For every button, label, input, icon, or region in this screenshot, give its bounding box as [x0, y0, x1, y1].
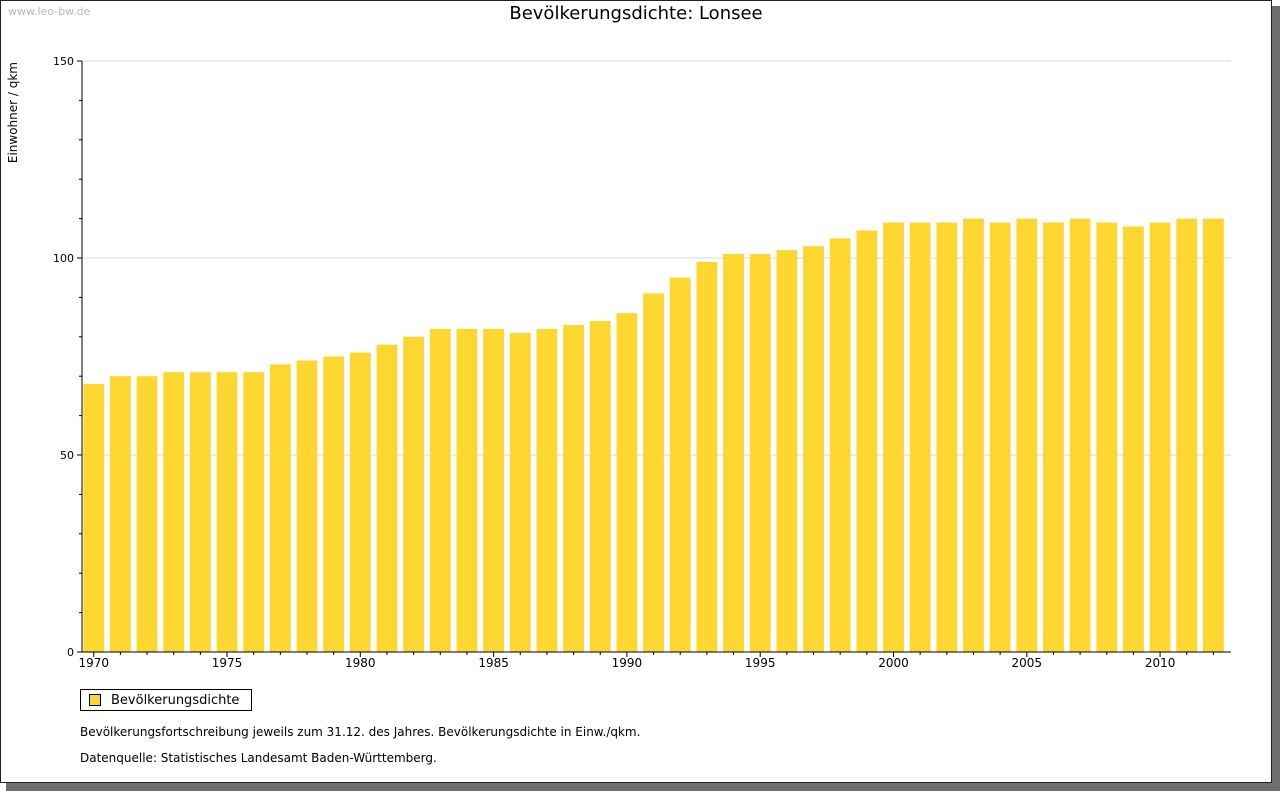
bar-1975 — [216, 372, 238, 652]
bar-1971 — [109, 376, 131, 652]
footnote-source: Datenquelle: Statistisches Landesamt Bad… — [80, 751, 437, 765]
bar-1984 — [456, 328, 478, 652]
bar-1998 — [829, 238, 851, 653]
legend-label: Bevölkerungsdichte — [111, 692, 240, 708]
bar-2005 — [1016, 218, 1038, 652]
y-tick-label: 150 — [53, 55, 74, 68]
bar-1991 — [643, 293, 664, 652]
bar-2003 — [963, 218, 984, 652]
bar-2012 — [1203, 218, 1224, 652]
legend-swatch — [89, 694, 101, 706]
bar-1982 — [403, 336, 425, 652]
bar-2011 — [1176, 218, 1198, 652]
bar-1988 — [563, 324, 584, 652]
bar-2004 — [989, 222, 1011, 653]
y-tick-label: 0 — [67, 646, 74, 659]
bar-2002 — [936, 222, 958, 653]
x-tick-label: 2010 — [1145, 656, 1176, 670]
bar-1994 — [723, 254, 744, 652]
frame-shadow-bottom — [6, 783, 1280, 791]
bar-1997 — [803, 246, 824, 652]
y-axis-label: Einwohner / qkm — [6, 62, 20, 163]
bar-1980 — [349, 352, 371, 652]
footnote-methodology: Bevölkerungsfortschreibung jeweils zum 3… — [80, 725, 641, 739]
bar-1987 — [536, 328, 558, 652]
bar-2008 — [1096, 222, 1118, 653]
x-tick-label: 2005 — [1012, 656, 1043, 670]
watermark: www.leo-bw.de — [8, 5, 91, 18]
bar-1986 — [509, 332, 531, 652]
bar-2010 — [1149, 222, 1171, 653]
bar-1976 — [243, 372, 265, 652]
bar-2009 — [1123, 226, 1144, 653]
chart-title: Bevölkerungsdichte: Lonsee — [509, 3, 763, 24]
x-tick-label: 1975 — [212, 656, 243, 670]
y-tick-label: 50 — [60, 449, 74, 462]
bar-1996 — [776, 250, 798, 652]
bar-2006 — [1043, 222, 1064, 653]
bar-1973 — [163, 372, 185, 652]
y-tick-label: 100 — [53, 252, 74, 265]
bar-1978 — [296, 360, 318, 652]
bar-1972 — [136, 376, 158, 652]
bar-1974 — [189, 372, 211, 652]
bar-1992 — [669, 277, 691, 652]
x-tick-label: 2000 — [878, 656, 909, 670]
bar-1981 — [376, 344, 398, 652]
frame-shadow-right — [1272, 6, 1280, 791]
bar-2000 — [883, 222, 904, 653]
bar-2007 — [1069, 218, 1091, 652]
bar-1995 — [749, 254, 771, 652]
x-tick-label: 1990 — [612, 656, 643, 670]
x-tick-label: 1995 — [745, 656, 776, 670]
x-tick-label: 1970 — [78, 656, 109, 670]
legend[interactable]: Bevölkerungsdichte — [80, 689, 253, 711]
x-tick-label: 1985 — [478, 656, 509, 670]
bar-1989 — [589, 321, 611, 652]
bar-1990 — [616, 313, 638, 652]
bar-1979 — [323, 356, 345, 652]
bar-1977 — [269, 364, 291, 652]
bar-2001 — [909, 222, 931, 653]
bar-1983 — [429, 328, 451, 652]
bar-1993 — [696, 261, 718, 652]
bar-1999 — [856, 230, 878, 653]
x-tick-label: 1980 — [345, 656, 376, 670]
bar-1970 — [83, 384, 105, 652]
bar-1985 — [483, 328, 505, 652]
